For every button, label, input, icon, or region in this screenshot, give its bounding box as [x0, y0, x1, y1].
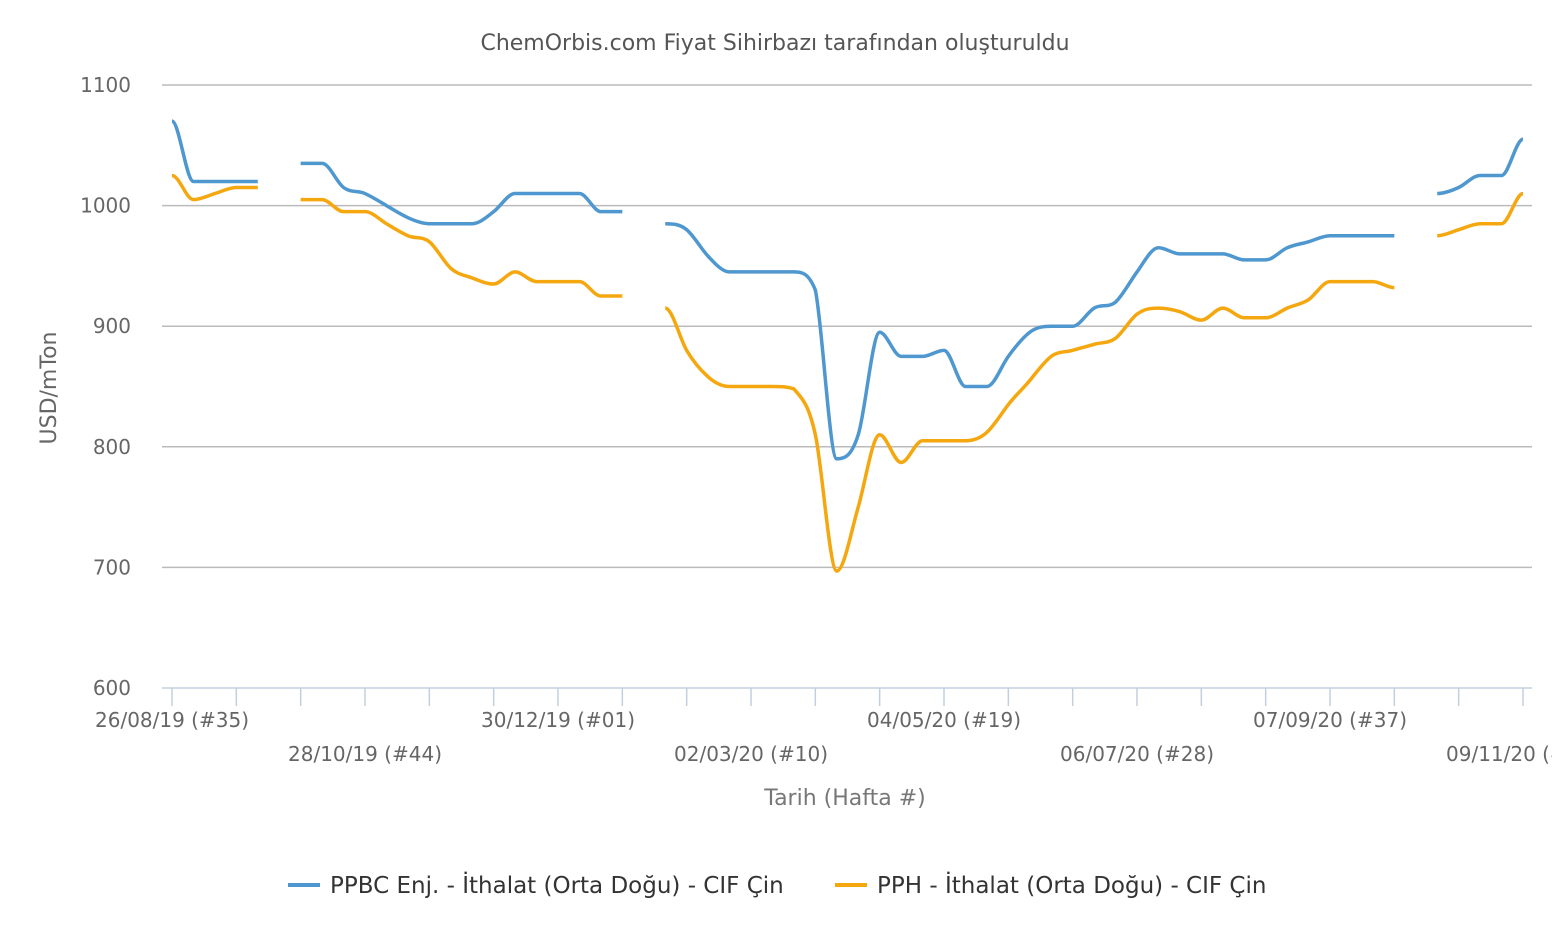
- chart-title: ChemOrbis.com Fiyat Sihirbazı tarafından…: [480, 31, 1069, 56]
- y-tick-label: 900: [93, 314, 131, 338]
- x-tick-label: 30/12/19 (#01): [481, 708, 635, 732]
- y-axis-label: USD/mTon: [37, 332, 62, 445]
- x-tick-label: 02/03/20 (#10): [674, 742, 828, 766]
- x-tick-label: 04/05/20 (#19): [867, 708, 1021, 732]
- x-tick-label: 26/08/19 (#35): [95, 708, 249, 732]
- x-axis-label: Tarih (Hafta #): [763, 786, 925, 811]
- x-tick-label: 09/11/20 (#46): [1446, 742, 1552, 766]
- y-tick-label: 1100: [80, 73, 131, 97]
- x-tick-label: 06/07/20 (#28): [1060, 742, 1214, 766]
- legend-label: PPBC Enj. - İthalat (Orta Doğu) - CIF Çi…: [330, 871, 784, 899]
- y-tick-label: 600: [93, 676, 131, 700]
- y-tick-label: 800: [93, 435, 131, 459]
- y-tick-label: 700: [93, 555, 131, 579]
- y-tick-label: 1000: [80, 194, 131, 218]
- x-tick-label: 07/09/20 (#37): [1253, 708, 1407, 732]
- line-series: [171, 173, 1524, 573]
- x-tick-label: 28/10/19 (#44): [288, 742, 442, 766]
- line-series: [170, 119, 1524, 461]
- legend-label: PPH - İthalat (Orta Doğu) - CIF Çin: [877, 871, 1266, 899]
